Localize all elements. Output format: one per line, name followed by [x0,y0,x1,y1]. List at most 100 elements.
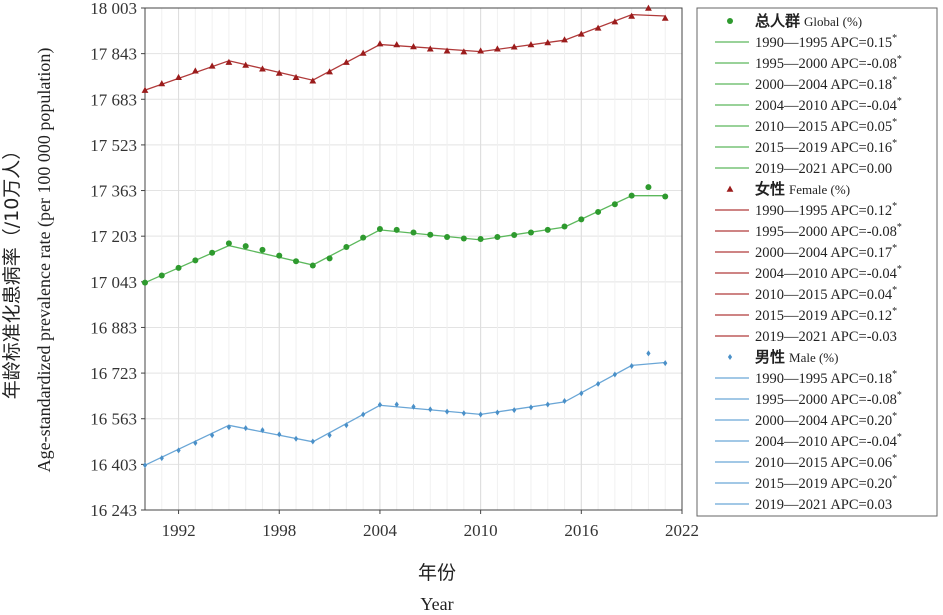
data-point [344,422,349,429]
data-point [393,226,400,233]
data-point [343,244,350,251]
data-point [310,438,315,445]
data-point [175,264,182,271]
legend-segment-label: 2010—2015 APC=0.04* [755,285,897,303]
data-point [159,455,164,462]
legend-segment-label: 1990—1995 APC=0.12* [755,201,897,219]
data-point [259,246,266,253]
data-point [594,24,602,31]
y-tick-label: 17 043 [90,273,137,292]
data-point [410,43,417,50]
legend-segment-text: 2000—2004 APC=0.18 [755,77,892,93]
data-point [512,407,517,414]
y-tick-label: 17 683 [90,90,137,109]
legend-segment-text: 1990—1995 APC=0.12 [755,203,892,219]
legend-marker [727,354,733,360]
legend-segment-label: 2019—2021 APC=0.03 [755,497,892,513]
x-axis-ticks: 1992 1998 2004 2010 2016 2022 [162,510,699,540]
legend-segment-text: 2015—2019 APC=0.20 [755,476,892,492]
y-tick-label: 17 203 [90,227,137,246]
data-point [494,45,501,52]
legend-segment-label: 2010—2015 APC=0.05* [755,117,897,135]
data-point [443,47,451,54]
data-point [477,47,485,54]
legend-segment-label: 2000—2004 APC=0.20* [755,411,897,429]
legend-segment-label: 2015—2019 APC=0.20* [755,474,897,492]
data-point [376,226,383,233]
legend-segment-text: 2019—2021 APC=0.00 [755,161,892,177]
data-point [327,432,332,439]
series-global [142,184,669,286]
legend-segment-label: 1995—2000 APC=-0.08* [755,222,902,240]
legend-segment-text: 2010—2015 APC=0.06 [755,455,892,471]
legend-marker [727,18,733,24]
legend-segment-label: 2004—2010 APC=-0.04* [755,96,902,114]
data-point [209,249,216,256]
significance-asterisk: * [892,285,897,296]
legend-segment-text: 2010—2015 APC=0.04 [755,287,893,303]
data-point [511,232,518,239]
legend-series-name-en: Female (%) [789,182,850,197]
significance-asterisk: * [892,75,897,86]
x-axis-title-cn: 年份 [418,562,456,584]
data-point [545,401,550,408]
y-tick-label: 16 883 [90,318,137,337]
significance-asterisk: * [892,117,897,128]
data-point [562,398,567,405]
legend: 总人群 Global (%) 1990—1995 APC=0.15* 1995—200… [715,12,902,513]
data-point [527,41,535,48]
legend-series-label: 总人群 Global (%) [755,12,862,30]
y-tick-label: 17 843 [90,45,137,64]
data-point [544,39,552,46]
data-point [193,439,198,446]
data-point [427,231,434,238]
data-point [477,236,484,243]
data-point [426,45,434,52]
data-point [210,432,215,439]
y-tick-label: 16 723 [90,364,137,383]
data-point [359,49,367,56]
y-axis-title: Age-standardized prevalence rate (per 10… [34,48,55,473]
data-point [176,447,181,454]
x-axis-title: Year [420,594,453,614]
data-point [663,360,668,367]
significance-asterisk: * [897,264,902,275]
significance-asterisk: * [897,96,902,107]
data-point [611,201,618,208]
data-point [158,80,166,87]
legend-segment-label: 2000—2004 APC=0.17* [755,243,897,261]
data-point [595,380,601,387]
data-point [309,77,317,84]
data-point [444,408,450,415]
data-point [191,67,199,74]
y-tick-label: 16 563 [90,410,137,429]
x-tick-label: 1992 [162,521,196,540]
data-point [411,403,416,410]
data-point [242,243,249,250]
data-point [428,406,433,413]
data-point [326,68,333,75]
significance-asterisk: * [892,453,897,464]
data-point [494,234,501,241]
plot-frame [144,7,683,511]
data-point [460,48,468,55]
legend-segment-label: 1995—2000 APC=-0.08* [755,390,902,408]
data-point [579,390,584,397]
legend-segment-text: 1995—2000 APC=-0.08 [755,392,897,408]
significance-asterisk: * [892,243,897,254]
legend-segment-text: 2004—2010 APC=-0.04 [755,98,898,114]
legend-segment-text: 2019—2021 APC=-0.03 [755,329,897,345]
data-point [225,240,232,247]
data-point [376,40,384,47]
data-point [394,401,399,408]
data-point [495,409,500,416]
y-tick-label: 18 003 [90,0,137,18]
x-tick-label: 1998 [262,521,296,540]
legend-segment-label: 2004—2010 APC=-0.04* [755,264,902,282]
data-point [275,69,283,76]
legend-segment-label: 1990—1995 APC=0.15* [755,33,897,51]
series-male [142,350,668,469]
legend-segment-label: 1995—2000 APC=-0.08* [755,54,902,72]
significance-asterisk: * [897,432,902,443]
